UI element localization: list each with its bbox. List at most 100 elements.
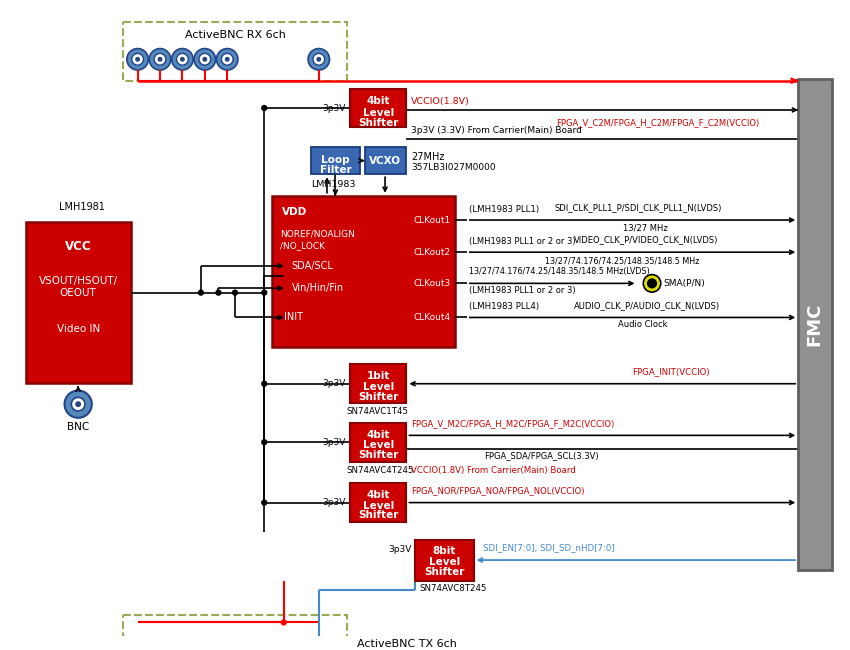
Circle shape	[127, 49, 148, 70]
Circle shape	[233, 290, 237, 295]
Text: LMH1981: LMH1981	[59, 202, 105, 213]
Bar	[350, 422, 406, 461]
Circle shape	[224, 646, 230, 650]
Text: ActiveBNC RX 6ch: ActiveBNC RX 6ch	[184, 30, 286, 40]
Circle shape	[281, 620, 286, 625]
Bar	[350, 483, 406, 522]
Text: FPGA_INIT(VCCIO): FPGA_INIT(VCCIO)	[632, 367, 710, 376]
Circle shape	[221, 643, 233, 650]
Text: VDD: VDD	[282, 207, 307, 217]
Bar	[272, 196, 456, 346]
Bar	[365, 147, 405, 174]
Text: Level: Level	[363, 108, 394, 118]
Circle shape	[65, 391, 92, 418]
Circle shape	[262, 382, 267, 386]
Text: Shifter: Shifter	[358, 450, 399, 460]
Circle shape	[316, 57, 321, 62]
Circle shape	[199, 53, 211, 65]
Circle shape	[643, 274, 660, 292]
Text: 3p3V: 3p3V	[323, 437, 346, 447]
Text: 1bit: 1bit	[366, 371, 390, 381]
Text: FPGA_V_M2C/FPGA_H_M2C/FPGA_F_M2C(VCCIO): FPGA_V_M2C/FPGA_H_M2C/FPGA_F_M2C(VCCIO)	[411, 419, 615, 428]
Circle shape	[199, 643, 211, 650]
Text: CLKout3: CLKout3	[413, 279, 450, 288]
Text: VCCIO(1.8V): VCCIO(1.8V)	[411, 97, 470, 106]
Circle shape	[224, 57, 230, 62]
Text: LMH1983: LMH1983	[311, 180, 355, 189]
Text: FMC: FMC	[806, 303, 824, 346]
Circle shape	[172, 49, 193, 70]
Bar	[350, 364, 406, 403]
Circle shape	[217, 638, 238, 650]
Text: 13/27 MHz: 13/27 MHz	[623, 224, 667, 233]
Bar	[311, 147, 360, 174]
Circle shape	[202, 57, 207, 62]
Circle shape	[177, 53, 188, 65]
Circle shape	[132, 643, 144, 650]
Circle shape	[648, 279, 656, 288]
Text: INIT: INIT	[284, 313, 303, 322]
Circle shape	[135, 646, 140, 650]
Circle shape	[262, 500, 267, 505]
Text: SDA/SCL: SDA/SCL	[292, 261, 333, 271]
Text: SN74AVC4T245: SN74AVC4T245	[346, 465, 414, 474]
Circle shape	[216, 290, 221, 295]
Circle shape	[262, 105, 267, 110]
Circle shape	[262, 290, 267, 295]
Bar	[26, 222, 131, 383]
Text: (LMH1983 PLL4): (LMH1983 PLL4)	[469, 302, 539, 311]
Text: 4bit: 4bit	[366, 96, 390, 107]
Bar	[123, 22, 347, 81]
Text: 4bit: 4bit	[366, 430, 390, 439]
Bar	[416, 540, 473, 580]
Circle shape	[194, 49, 216, 70]
Circle shape	[308, 49, 330, 70]
Bar	[123, 615, 347, 650]
Circle shape	[177, 643, 188, 650]
Circle shape	[67, 393, 89, 415]
Circle shape	[154, 53, 166, 65]
Text: SDI_EN[7:0], SDI_SD_nHD[7:0]: SDI_EN[7:0], SDI_SD_nHD[7:0]	[484, 543, 615, 552]
Circle shape	[316, 646, 321, 650]
Circle shape	[262, 440, 267, 445]
Text: FPGA_V_C2M/FPGA_H_C2M/FPGA_F_C2M(VCCIO): FPGA_V_C2M/FPGA_H_C2M/FPGA_F_C2M(VCCIO)	[557, 118, 760, 127]
Text: VCCIO(1.8V) From Carrier(Main) Board: VCCIO(1.8V) From Carrier(Main) Board	[411, 466, 576, 475]
Text: 357LB3I027M0000: 357LB3I027M0000	[411, 162, 496, 172]
Text: Shifter: Shifter	[358, 118, 399, 128]
Circle shape	[221, 53, 233, 65]
Text: 3p3V (3.3V) From Carrier(Main) Board: 3p3V (3.3V) From Carrier(Main) Board	[411, 126, 582, 135]
Text: NOREF/NOALIGN: NOREF/NOALIGN	[280, 230, 354, 239]
Circle shape	[132, 53, 144, 65]
Circle shape	[180, 646, 184, 650]
Text: CLKout4: CLKout4	[413, 313, 450, 322]
Circle shape	[72, 398, 84, 410]
Circle shape	[172, 638, 193, 650]
Text: VCC: VCC	[65, 240, 92, 253]
Text: BNC: BNC	[67, 422, 89, 432]
Text: Vin/Hin/Fin: Vin/Hin/Fin	[292, 283, 343, 293]
Circle shape	[135, 57, 140, 62]
Text: OEOUT: OEOUT	[60, 288, 97, 298]
Circle shape	[199, 290, 203, 295]
Text: 4bit: 4bit	[366, 490, 390, 500]
Circle shape	[217, 49, 238, 70]
Text: SMA(P/N): SMA(P/N)	[664, 279, 706, 288]
Text: SDI_CLK_PLL1_P/SDI_CLK_PLL1_N(LVDS): SDI_CLK_PLL1_P/SDI_CLK_PLL1_N(LVDS)	[554, 203, 722, 213]
Text: (LMH1983 PLL1): (LMH1983 PLL1)	[469, 205, 539, 214]
Text: Level: Level	[363, 440, 394, 450]
Text: CLKout2: CLKout2	[413, 248, 450, 257]
Text: FPGA_NOR/FPGA_NOA/FPGA_NOL(VCCIO): FPGA_NOR/FPGA_NOA/FPGA_NOL(VCCIO)	[411, 486, 585, 495]
Circle shape	[76, 402, 81, 407]
Text: (LMH1983 PLL1 or 2 or 3): (LMH1983 PLL1 or 2 or 3)	[469, 286, 575, 295]
Circle shape	[180, 57, 184, 62]
Circle shape	[71, 397, 85, 411]
Circle shape	[150, 49, 171, 70]
Text: Audio Clock: Audio Clock	[618, 320, 667, 330]
Text: Shifter: Shifter	[358, 391, 399, 402]
Text: Level: Level	[363, 500, 394, 511]
Bar	[798, 79, 832, 570]
Text: VIDEO_CLK_P/VIDEO_CLK_N(LVDS): VIDEO_CLK_P/VIDEO_CLK_N(LVDS)	[574, 235, 718, 244]
Circle shape	[313, 53, 325, 65]
Text: (LMH1983 PLL1 or 2 or 3): (LMH1983 PLL1 or 2 or 3)	[469, 237, 575, 246]
Text: SN74AVC1T45: SN74AVC1T45	[346, 407, 408, 416]
